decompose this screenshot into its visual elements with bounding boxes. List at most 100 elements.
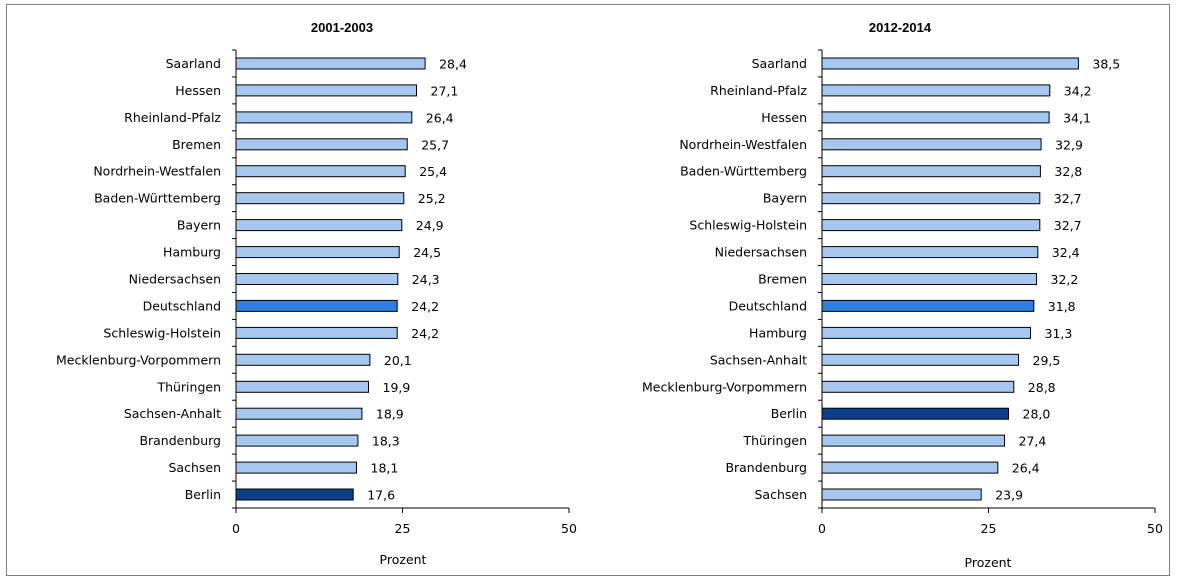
category-label: Sachsen-Anhalt xyxy=(710,352,807,367)
value-label: 24,2 xyxy=(411,299,439,314)
value-label: 25,7 xyxy=(421,137,449,152)
bar xyxy=(821,380,1015,393)
value-label: 27,1 xyxy=(431,83,459,98)
category-label: Thüringen xyxy=(742,433,807,448)
category-label: Deutschland xyxy=(729,298,807,313)
bar xyxy=(235,165,406,178)
value-label: 24,5 xyxy=(413,245,441,260)
bar xyxy=(235,138,408,151)
category-label: Niedersachsen xyxy=(129,272,221,287)
chart-frame xyxy=(6,4,1170,576)
bar xyxy=(821,246,1039,259)
category-label: Mecklenburg-Vorpommern xyxy=(56,352,221,367)
bar xyxy=(235,353,371,366)
x-tick-label: 25 xyxy=(395,521,411,536)
bar xyxy=(821,326,1031,339)
value-label: 26,4 xyxy=(426,110,454,125)
chart-panel-2001-2003: 2001-2003 Prozent 0 25 50 Saarland 28,4 Hesse… xyxy=(56,20,577,567)
bar xyxy=(821,57,1079,70)
bar xyxy=(235,299,398,312)
value-label: 27,4 xyxy=(1019,434,1047,449)
category-label: Mecklenburg-Vorpommern xyxy=(642,379,807,394)
bar xyxy=(235,407,363,420)
chart-panel-2012-2014: 2012-2014 Prozent 0 25 50 Saarland 38,5 Rhein… xyxy=(642,20,1163,570)
x-tick-label: 0 xyxy=(818,521,826,536)
value-label: 24,9 xyxy=(416,218,444,233)
bar xyxy=(821,461,999,474)
value-label: 32,9 xyxy=(1055,137,1083,152)
bar xyxy=(821,111,1050,124)
bar xyxy=(821,488,982,501)
value-label: 28,0 xyxy=(1023,407,1051,422)
bar xyxy=(235,326,398,339)
x-axis-label: Prozent xyxy=(965,555,1012,570)
value-label: 24,3 xyxy=(412,272,440,287)
bar xyxy=(821,407,1009,420)
category-label: Baden-Württemberg xyxy=(680,164,807,179)
bar xyxy=(235,57,426,70)
category-label: Bremen xyxy=(758,272,807,287)
value-label: 17,6 xyxy=(367,488,395,503)
bar xyxy=(821,434,1005,447)
x-tick-label: 50 xyxy=(1147,521,1163,536)
x-tick-label: 0 xyxy=(232,521,240,536)
chart-title: 2001-2003 xyxy=(311,20,373,35)
category-label: Bremen xyxy=(172,137,221,152)
bar xyxy=(235,434,359,447)
bar xyxy=(235,380,369,393)
value-label: 25,4 xyxy=(419,164,447,179)
bar xyxy=(235,192,405,205)
category-label: Hamburg xyxy=(749,325,807,340)
value-label: 34,1 xyxy=(1063,110,1091,125)
category-label: Saarland xyxy=(166,56,221,71)
bar xyxy=(821,84,1051,97)
bar xyxy=(821,192,1041,205)
category-label: Hessen xyxy=(761,110,807,125)
bar xyxy=(821,219,1041,232)
value-label: 20,1 xyxy=(384,353,412,368)
value-label: 18,9 xyxy=(376,407,404,422)
value-label: 34,2 xyxy=(1064,83,1092,98)
value-label: 31,3 xyxy=(1045,326,1073,341)
x-axis-label: Prozent xyxy=(380,552,427,567)
chart-title: 2012-2014 xyxy=(869,20,932,35)
category-label: Nordrhein-Westfalen xyxy=(679,137,807,152)
bar xyxy=(235,461,357,474)
category-label: Sachsen xyxy=(168,460,221,475)
x-tick-label: 50 xyxy=(561,521,577,536)
category-label: Hessen xyxy=(175,83,221,98)
value-label: 18,1 xyxy=(371,461,399,476)
value-label: 28,8 xyxy=(1028,380,1056,395)
value-label: 32,7 xyxy=(1054,218,1082,233)
bar xyxy=(235,84,417,97)
bar xyxy=(235,111,413,124)
category-label: Saarland xyxy=(752,56,807,71)
category-label: Berlin xyxy=(771,406,807,421)
value-label: 23,9 xyxy=(995,488,1023,503)
category-label: Schleswig-Holstein xyxy=(103,325,221,340)
value-label: 24,2 xyxy=(411,326,439,341)
value-label: 32,2 xyxy=(1051,272,1079,287)
bar xyxy=(821,165,1041,178)
value-label: 18,3 xyxy=(372,434,400,449)
category-label: Bayern xyxy=(763,191,807,206)
value-label: 26,4 xyxy=(1012,461,1040,476)
bar xyxy=(821,273,1037,285)
value-label: 31,8 xyxy=(1048,299,1076,314)
value-label: 19,9 xyxy=(383,380,411,395)
bar xyxy=(821,138,1042,151)
value-label: 25,2 xyxy=(418,191,446,206)
value-label: 38,5 xyxy=(1092,57,1120,72)
bar xyxy=(235,273,399,285)
category-label: Sachsen-Anhalt xyxy=(124,406,221,421)
category-label: Hamburg xyxy=(163,245,221,260)
value-label: 32,8 xyxy=(1054,164,1082,179)
category-label: Brandenburg xyxy=(725,460,807,475)
bar xyxy=(821,299,1035,312)
value-label: 32,7 xyxy=(1054,191,1082,206)
category-label: Bayern xyxy=(177,218,221,233)
category-label: Berlin xyxy=(185,487,221,502)
category-label: Schleswig-Holstein xyxy=(689,218,807,233)
bar xyxy=(235,219,403,232)
